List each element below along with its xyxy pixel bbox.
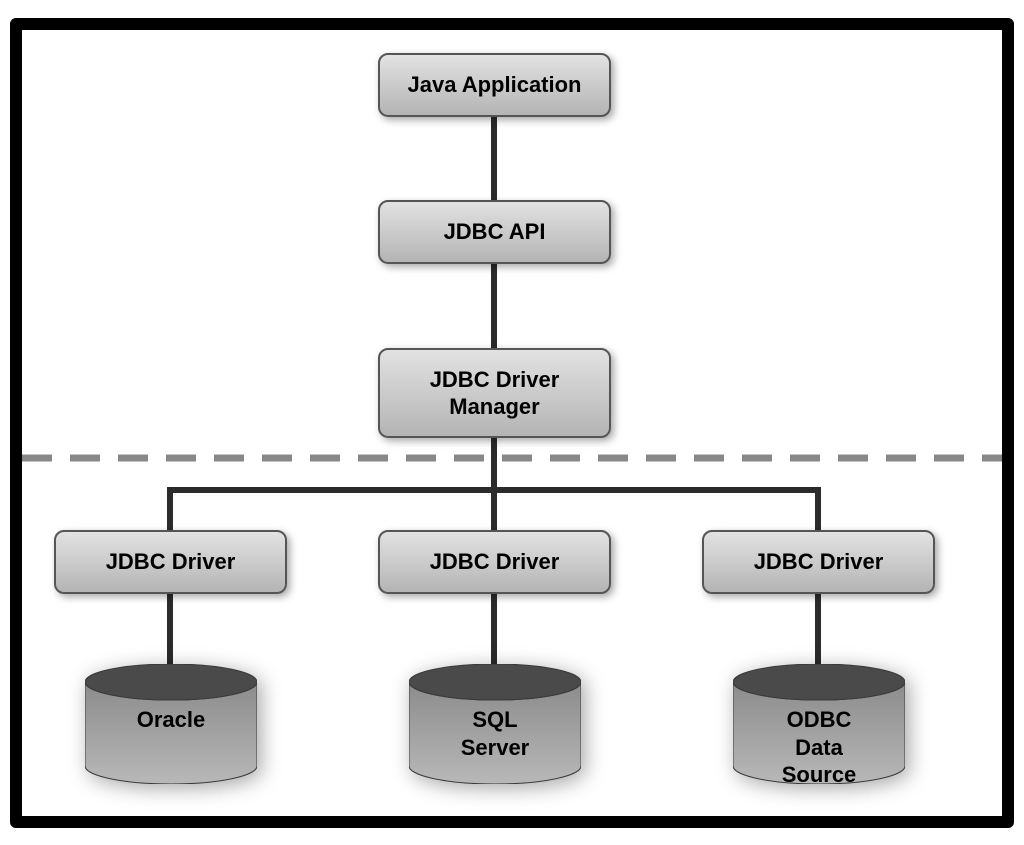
cylinder-label: ODBC Data Source [733, 706, 905, 789]
node-drv1: JDBC Driver [54, 530, 287, 594]
node-label: JDBC Driver [106, 548, 236, 576]
cylinder-db2: SQL Server [409, 664, 581, 784]
node-label: JDBC API [444, 218, 546, 246]
node-app: Java Application [378, 53, 611, 117]
diagram-canvas: Java Application JDBC API JDBC Driver Mana… [0, 0, 1024, 845]
cylinder-label: Oracle [85, 706, 257, 734]
cylinder-label: SQL Server [409, 706, 581, 761]
node-drv3: JDBC Driver [702, 530, 935, 594]
node-api: JDBC API [378, 200, 611, 264]
node-label: Java Application [407, 71, 581, 99]
node-label: JDBC Driver Manager [430, 366, 560, 421]
cylinder-db3: ODBC Data Source [733, 664, 905, 784]
node-label: JDBC Driver [430, 548, 560, 576]
node-label: JDBC Driver [754, 548, 884, 576]
node-mgr: JDBC Driver Manager [378, 348, 611, 438]
cylinder-db1: Oracle [85, 664, 257, 784]
node-drv2: JDBC Driver [378, 530, 611, 594]
